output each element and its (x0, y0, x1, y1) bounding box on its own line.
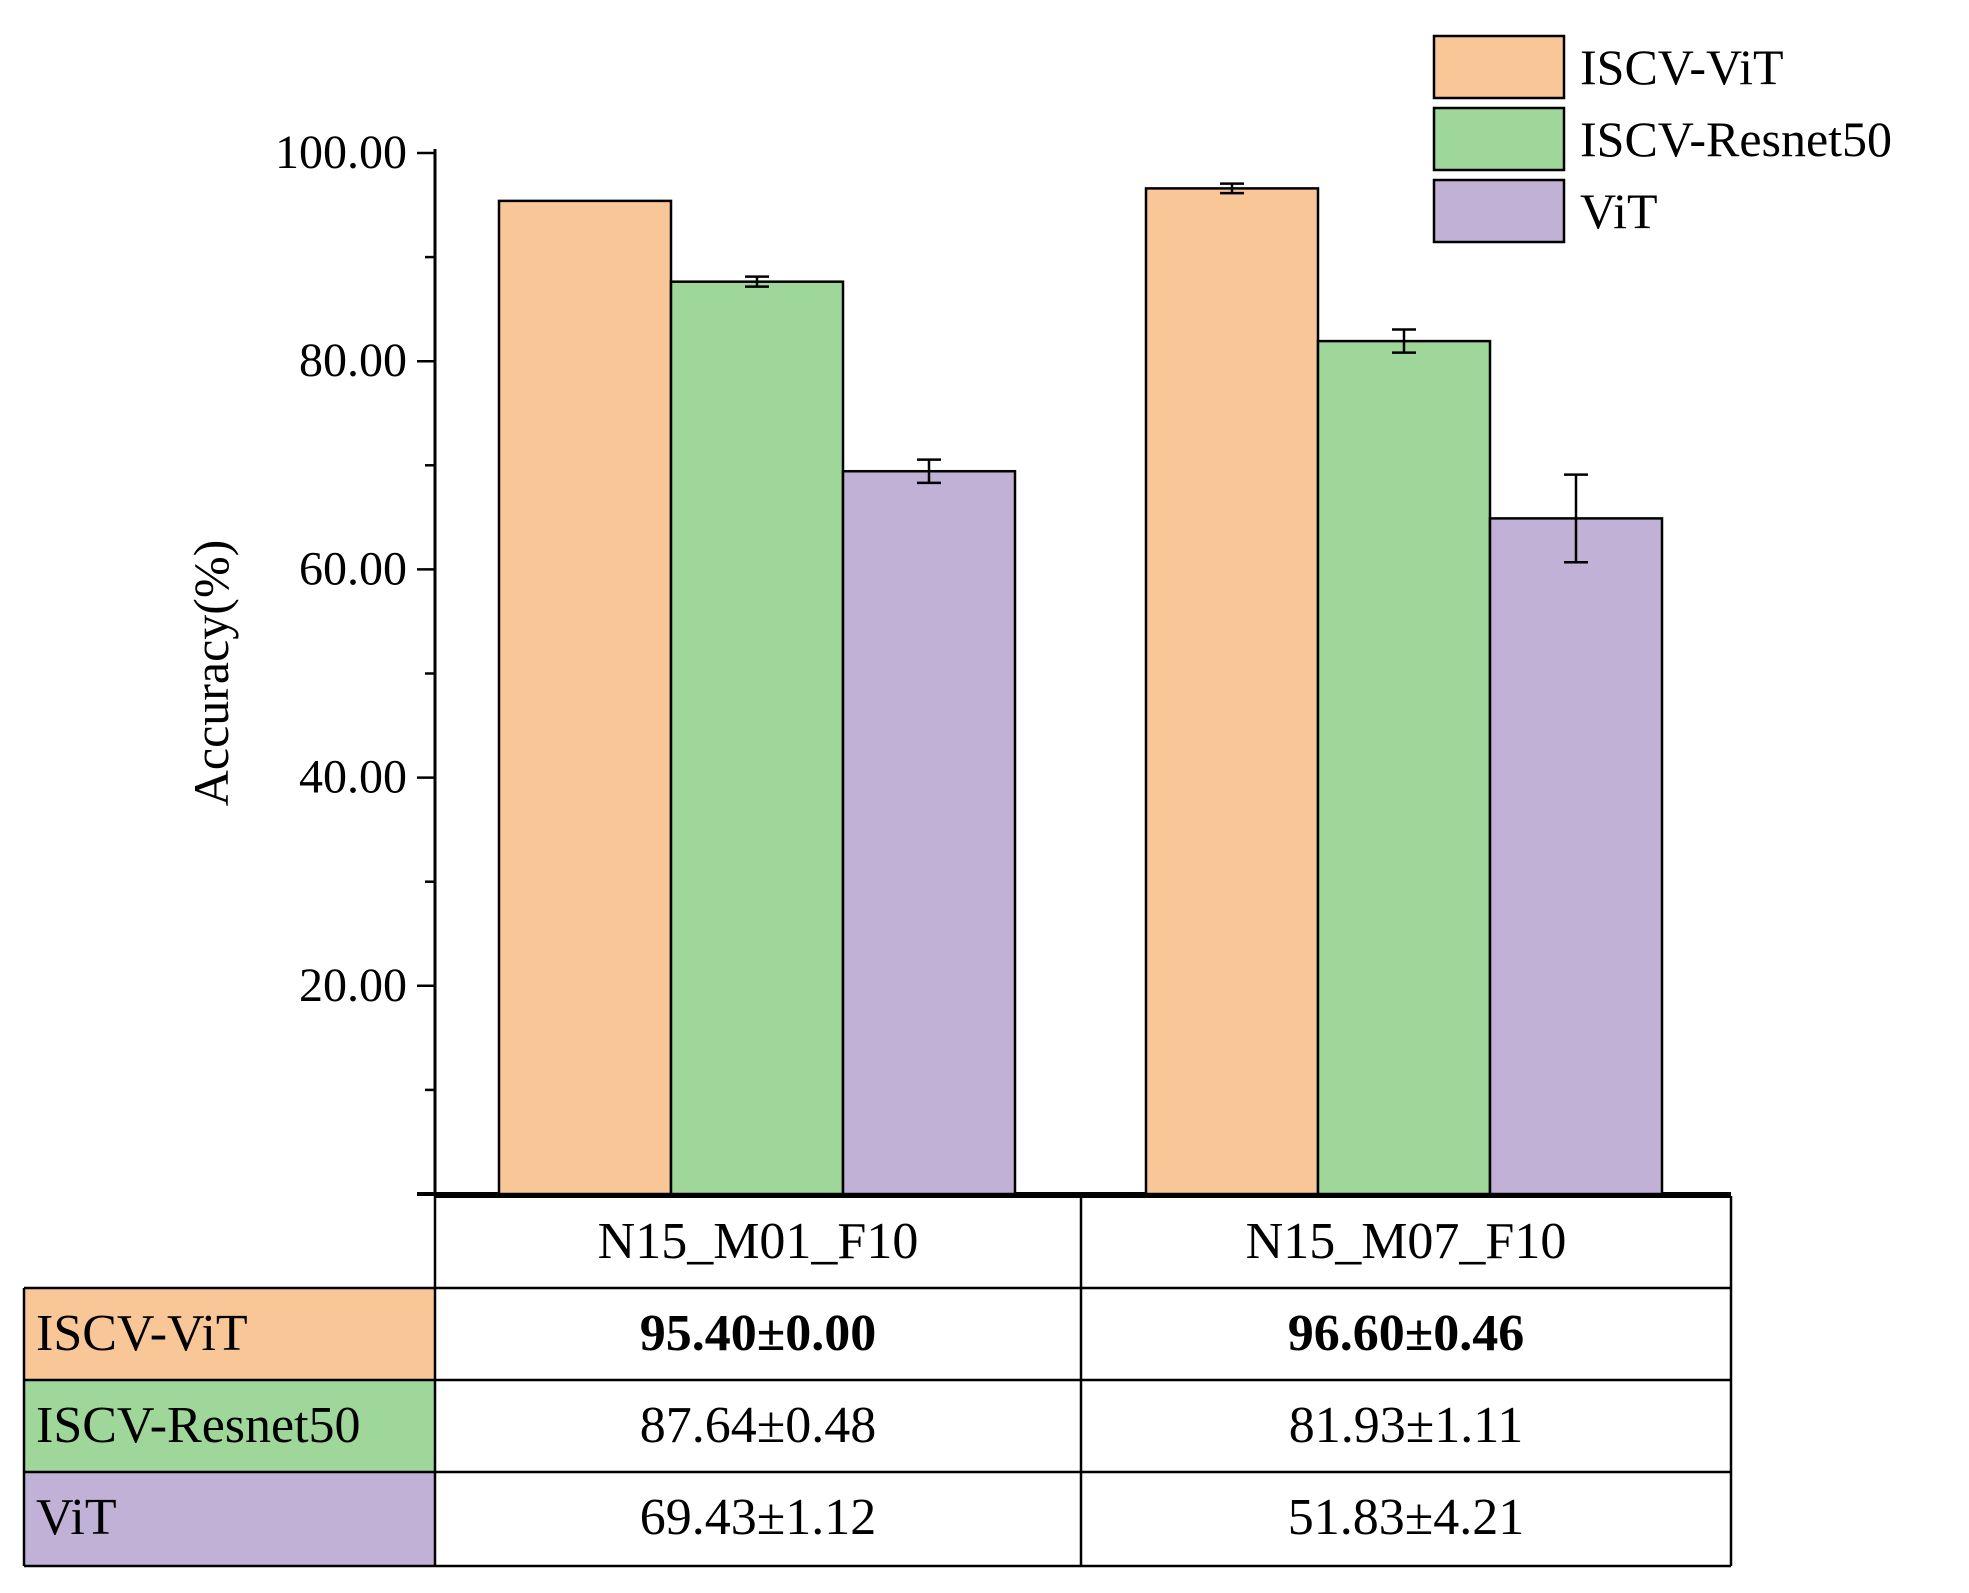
table-cell: 69.43±1.12 (640, 1489, 877, 1546)
y-tick-label: 40.00 (299, 751, 407, 804)
legend: ISCV-ViT ISCV-Resnet50 ViT (1432, 34, 1892, 244)
bar-vit-2 (1488, 517, 1664, 1196)
axes: 20.00 40.00 60.00 80.00 100.00 Accuracy(%) (183, 126, 1731, 1196)
bar-iscv-resnet50-2 (1316, 339, 1492, 1196)
table-row-label: ViT (36, 1489, 117, 1546)
legend-swatch (1432, 106, 1566, 172)
legend-swatch (1432, 178, 1566, 244)
data-table: N15_M01_F10 N15_M07_F10 ISCV-ViT 95.40±0.00… (22, 1194, 1733, 1568)
legend-swatch (1432, 34, 1566, 100)
y-tick-label: 80.00 (299, 334, 407, 387)
table-row-swatch (24, 1288, 435, 1380)
legend-label: ISCV-ViT (1580, 39, 1784, 95)
y-axis-title: Accuracy(%) (183, 540, 239, 806)
y-tick-label: 20.00 (299, 959, 407, 1012)
legend-label: ISCV-Resnet50 (1580, 111, 1892, 167)
table-cell: 87.64±0.48 (640, 1397, 877, 1454)
y-tick-label: 100.00 (275, 126, 407, 179)
table-row-swatch (24, 1380, 435, 1472)
table-row-label: ISCV-Resnet50 (36, 1397, 361, 1454)
table-header-2: N15_M07_F10 (1246, 1213, 1567, 1270)
bars (497, 182, 1664, 1196)
table-cell: 95.40±0.00 (640, 1305, 877, 1362)
table-row-swatch (24, 1472, 435, 1566)
legend-label: ViT (1580, 183, 1658, 239)
table-cell: 96.60±0.46 (1288, 1305, 1525, 1362)
table-cell: 81.93±1.11 (1289, 1397, 1524, 1454)
table-header-1: N15_M01_F10 (598, 1213, 919, 1270)
table-cell: 51.83±4.21 (1288, 1489, 1525, 1546)
bar-iscv-resnet50-1 (669, 280, 845, 1196)
bar-vit-1 (841, 469, 1017, 1196)
bar-iscv-vit-1 (497, 199, 673, 1196)
y-tick-label: 60.00 (299, 542, 407, 595)
table-row-label: ISCV-ViT (36, 1305, 248, 1362)
bar-iscv-vit-2 (1144, 187, 1320, 1196)
